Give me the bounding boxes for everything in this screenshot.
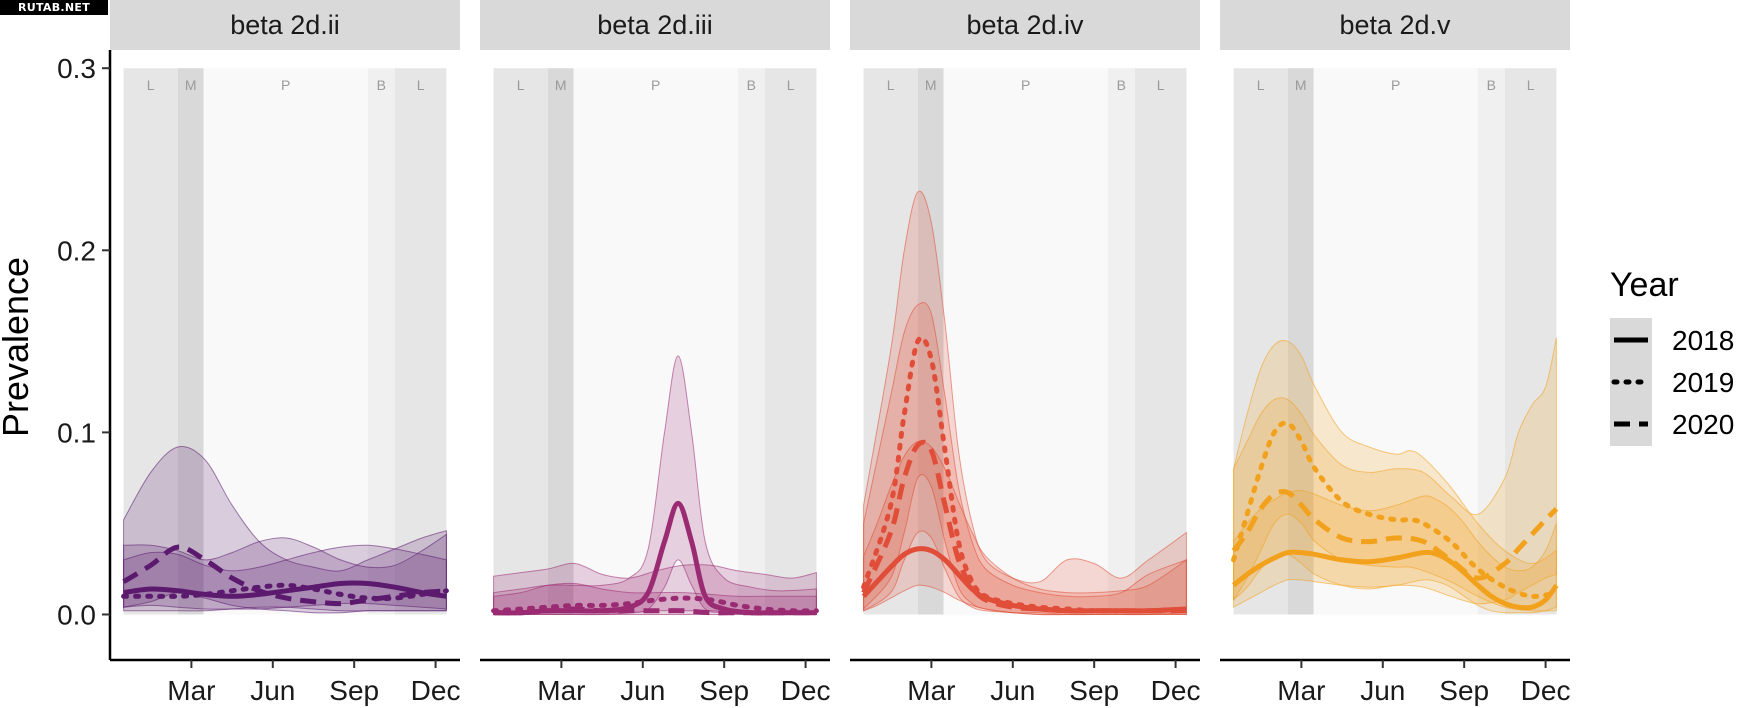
facet-strip-title: beta 2d.ii xyxy=(230,10,340,40)
x-tick-label: Jun xyxy=(990,675,1035,706)
legend: Year 2018 2019 2020 xyxy=(1610,266,1734,446)
season-label: M xyxy=(1295,77,1307,93)
season-band xyxy=(547,68,574,615)
x-tick-label: Sep xyxy=(329,675,379,706)
x-tick-label: Dec xyxy=(411,675,461,706)
series-line xyxy=(122,544,447,607)
x-tick-label: Jun xyxy=(250,675,295,706)
watermark-badge: RUTAB.NET xyxy=(0,0,108,15)
x-tick-label: Jun xyxy=(620,675,665,706)
legend-label: 2018 xyxy=(1672,325,1734,356)
x-tick-label: Sep xyxy=(1439,675,1489,706)
series-line xyxy=(123,580,447,599)
season-label: L xyxy=(1157,77,1165,93)
season-label: L xyxy=(887,77,895,93)
facet-panel: beta 2d.iii L M P B L Mar Jun Sep Dec xyxy=(480,0,830,706)
season-label: B xyxy=(1487,77,1496,93)
facet-strip xyxy=(110,0,460,50)
confidence-ribbon xyxy=(123,446,447,614)
legend-title: Year xyxy=(1610,266,1679,304)
x-tick-label: Dec xyxy=(1151,675,1201,706)
season-band xyxy=(177,68,204,615)
legend-label: 2019 xyxy=(1672,367,1734,398)
season-band xyxy=(943,68,1108,615)
facet-strip xyxy=(850,0,1200,50)
facet-strip-title: beta 2d.iii xyxy=(597,10,713,40)
season-label: M xyxy=(555,77,567,93)
facet-panel: beta 2d.ii L M P B L Mar Jun Sep Dec xyxy=(110,0,460,706)
y-tick-label: 0.2 xyxy=(57,235,96,266)
facet-strip xyxy=(480,0,830,50)
season-label: B xyxy=(747,77,756,93)
x-tick-label: Mar xyxy=(907,675,955,706)
season-band xyxy=(1134,68,1187,615)
season-band xyxy=(123,68,178,615)
x-tick-label: Sep xyxy=(1069,675,1119,706)
y-tick-label: 0.1 xyxy=(57,417,96,448)
series-line xyxy=(1231,489,1559,581)
season-band xyxy=(917,68,944,615)
y-axis: 0.0 0.1 0.2 0.3 xyxy=(57,50,112,660)
season-band xyxy=(367,68,395,615)
legend-label: 2020 xyxy=(1672,409,1734,440)
confidence-ribbon xyxy=(1233,337,1557,605)
season-label: L xyxy=(517,77,525,93)
x-tick-label: Mar xyxy=(1277,675,1325,706)
season-label: M xyxy=(185,77,197,93)
series-line xyxy=(861,439,1187,614)
facet-panels: beta 2d.ii L M P B L Mar Jun Sep Dec beta 2d.iii L M… xyxy=(110,0,1570,706)
x-tick-label: Dec xyxy=(781,675,831,706)
series-line xyxy=(1232,549,1559,611)
season-band xyxy=(394,68,447,615)
y-tick-label: 0.3 xyxy=(57,53,96,84)
season-band xyxy=(764,68,817,615)
season-band xyxy=(1107,68,1135,615)
season-band xyxy=(1477,68,1505,615)
x-tick-label: Mar xyxy=(537,675,585,706)
season-band xyxy=(573,68,738,615)
confidence-ribbon xyxy=(1233,339,1557,612)
x-tick-label: Sep xyxy=(699,675,749,706)
x-tick-label: Mar xyxy=(167,675,215,706)
season-band xyxy=(863,68,918,615)
facet-strip xyxy=(1220,0,1570,50)
series-line xyxy=(493,606,817,616)
series-line xyxy=(1231,420,1559,599)
season-label: P xyxy=(281,77,290,93)
facet-strip-title: beta 2d.v xyxy=(1339,10,1451,40)
season-label: P xyxy=(1021,77,1030,93)
confidence-ribbon xyxy=(863,301,1187,616)
season-band xyxy=(737,68,765,615)
y-tick-label: 0.0 xyxy=(57,599,96,630)
x-tick-label: Dec xyxy=(1521,675,1571,706)
y-axis-label: Prevalence xyxy=(0,257,36,437)
facet-panel: beta 2d.v L M P B L Mar Jun Sep Dec xyxy=(1220,0,1570,706)
season-label: L xyxy=(417,77,425,93)
x-tick-label: Jun xyxy=(1360,675,1405,706)
facet-panel: beta 2d.iv L M P B L Mar Jun Sep Dec xyxy=(850,0,1200,706)
season-label: L xyxy=(1527,77,1535,93)
facet-strip-title: beta 2d.iv xyxy=(966,10,1084,40)
season-label: L xyxy=(147,77,155,93)
season-label: L xyxy=(787,77,795,93)
season-band xyxy=(203,68,368,615)
season-band xyxy=(1287,68,1314,615)
season-label: B xyxy=(1117,77,1126,93)
season-label: P xyxy=(651,77,660,93)
season-band xyxy=(1313,68,1478,615)
season-band xyxy=(493,68,548,615)
season-band xyxy=(1504,68,1557,615)
season-label: B xyxy=(377,77,386,93)
season-label: L xyxy=(1257,77,1265,93)
season-label: M xyxy=(925,77,937,93)
season-label: P xyxy=(1391,77,1400,93)
